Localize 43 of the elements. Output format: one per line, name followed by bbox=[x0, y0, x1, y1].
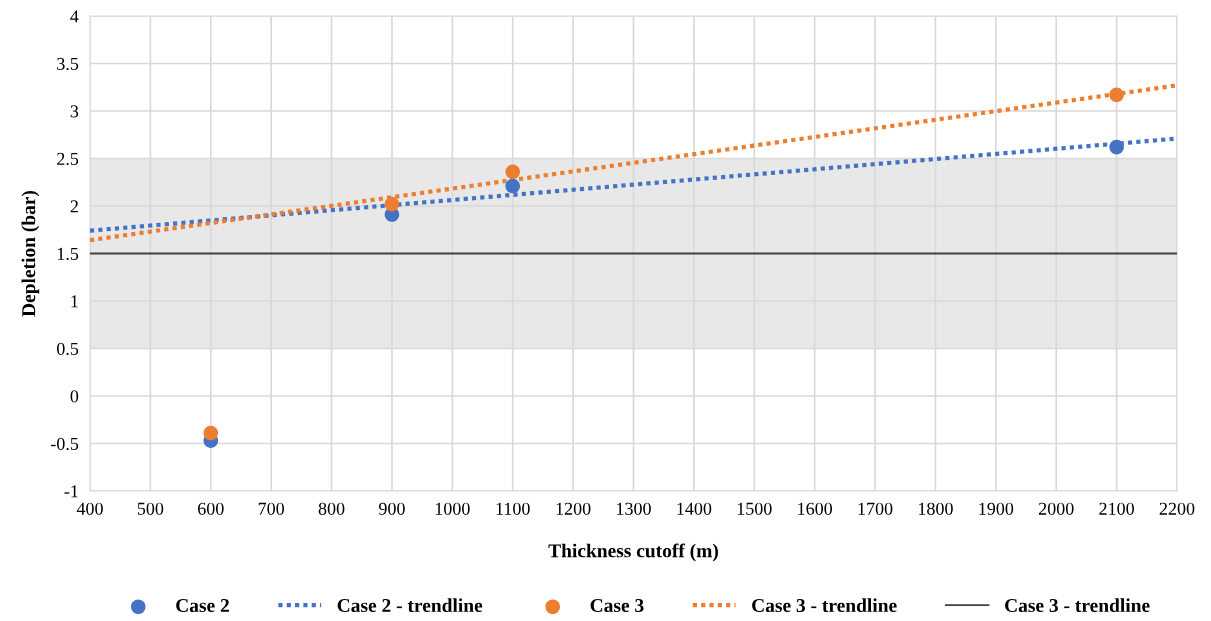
point bbox=[505, 164, 521, 180]
x-tick-label: 1000 bbox=[435, 502, 470, 515]
x-tick-label: 1400 bbox=[677, 502, 712, 515]
y-axis-title: Depletion (bar) bbox=[21, 190, 40, 317]
x-tick-label: 600 bbox=[198, 502, 224, 515]
legend-label: Case 3 - trendline bbox=[752, 598, 897, 613]
x-tick-label: 1600 bbox=[798, 502, 833, 515]
y-tick-label: -1 bbox=[64, 485, 78, 498]
y-tick-label: 3.5 bbox=[57, 57, 79, 71]
y-tick-label: -0.5 bbox=[50, 437, 79, 451]
legend-label: Case 2 - trendline bbox=[337, 598, 483, 613]
x-tick-label: 1700 bbox=[858, 502, 893, 515]
x-tick-label: 1100 bbox=[496, 502, 530, 515]
y-tick-label: 2.5 bbox=[57, 152, 79, 166]
x-tick-label: 900 bbox=[378, 502, 405, 515]
x-tick-label: 1800 bbox=[918, 502, 953, 515]
y-tick-label: 0 bbox=[70, 390, 79, 403]
x-tick-label: 700 bbox=[258, 502, 285, 515]
x-axis-title: Thickness cutoff (m) bbox=[548, 543, 718, 562]
point bbox=[203, 425, 219, 441]
x-tick-label: 2200 bbox=[1159, 502, 1195, 515]
y-tick-label: 1 bbox=[71, 295, 78, 308]
x-tick-label: 2000 bbox=[1038, 502, 1074, 515]
x-tick-label: 1500 bbox=[737, 502, 772, 515]
legend-label: Case 2 bbox=[176, 598, 229, 613]
legend-label: Case 3 bbox=[590, 598, 644, 613]
x-tick-label: 400 bbox=[76, 502, 103, 515]
y-tick-label: 1.5 bbox=[57, 247, 79, 261]
y-tick-label: 2 bbox=[70, 200, 78, 213]
x-tick-label: 800 bbox=[318, 502, 345, 515]
point bbox=[384, 196, 400, 212]
y-tick-label: 4 bbox=[70, 10, 79, 23]
x-tick-label: 1300 bbox=[617, 502, 651, 515]
point bbox=[1109, 87, 1124, 103]
point bbox=[505, 178, 521, 194]
x-tick-label: 500 bbox=[137, 502, 164, 515]
y-tick-label: 3 bbox=[70, 105, 79, 118]
y-tick-label: 0.5 bbox=[57, 342, 79, 356]
legend-label: Case 3 - trendline bbox=[1005, 598, 1150, 613]
point bbox=[1109, 139, 1124, 155]
x-tick-label: 1200 bbox=[556, 502, 591, 515]
x-tick-label: 2100 bbox=[1099, 502, 1134, 515]
x-tick-label: 1900 bbox=[979, 502, 1014, 515]
